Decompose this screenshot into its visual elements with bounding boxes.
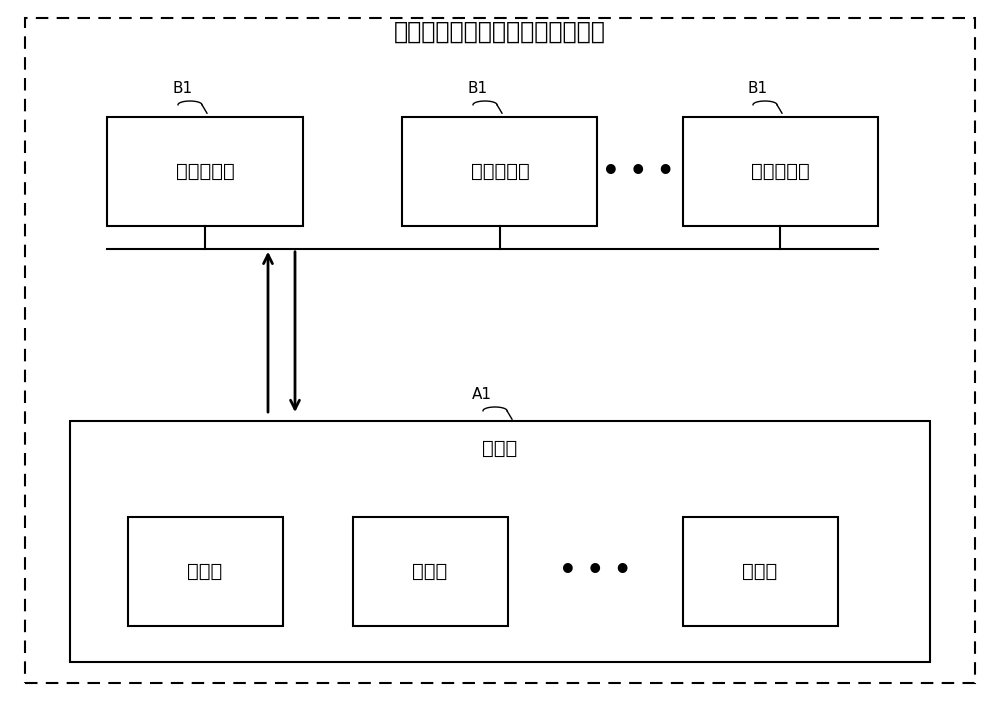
Bar [352, 517, 508, 625]
Text: 服务器: 服务器 [482, 439, 518, 458]
Text: 防爆设备端: 防爆设备端 [176, 162, 234, 182]
Text: 防爆设备端: 防爆设备端 [471, 162, 529, 182]
Bar [402, 117, 597, 226]
Text: 数据库: 数据库 [742, 562, 778, 581]
Text: A1: A1 [472, 388, 492, 402]
Bar [682, 517, 838, 625]
Bar [70, 421, 930, 662]
Text: B1: B1 [173, 81, 193, 96]
Text: B1: B1 [748, 81, 768, 96]
Bar [107, 117, 302, 226]
Bar [128, 517, 283, 625]
Bar [682, 117, 878, 226]
Text: • • •: • • • [602, 158, 674, 186]
Text: 防爆设备端: 防爆设备端 [751, 162, 809, 182]
Text: 基于核磁测试的毛管压力确定系统: 基于核磁测试的毛管压力确定系统 [394, 20, 606, 43]
Text: 数据库: 数据库 [187, 562, 223, 581]
Text: 数据库: 数据库 [412, 562, 448, 581]
Text: B1: B1 [468, 81, 488, 96]
Text: • • •: • • • [559, 557, 631, 585]
